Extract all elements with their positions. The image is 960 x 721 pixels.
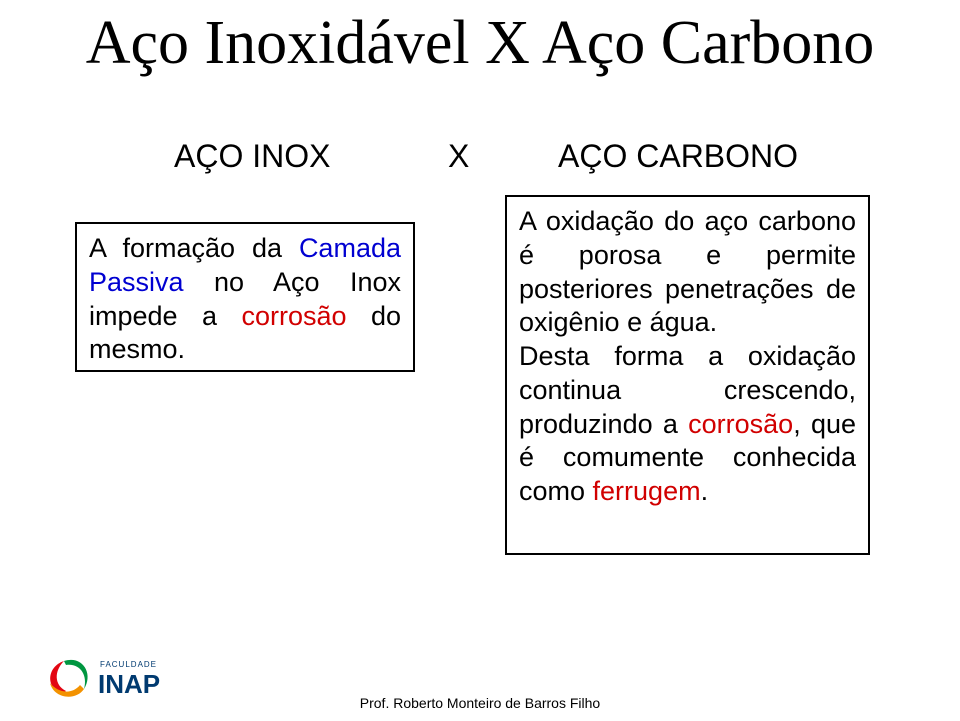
left-text-box: A formação da Camada Passiva no Aço Inox… [75, 222, 415, 372]
left-text-seg-3: corrosão [241, 301, 346, 331]
right-text-p2: Desta forma a oxidação continua crescend… [519, 340, 856, 509]
footer-text: Prof. Roberto Monteiro de Barros Filho [0, 695, 960, 711]
column-header-right: AÇO CARBONO [558, 138, 798, 175]
logo-swirl-icon [50, 660, 88, 697]
right-p2-end: . [701, 476, 709, 506]
right-text-p1: A oxidação do aço carbono é porosa e per… [519, 205, 856, 340]
column-header-left: AÇO INOX [174, 138, 330, 175]
left-text-seg-0: A formação da [89, 233, 299, 263]
right-text-box: A oxidação do aço carbono é porosa e per… [505, 195, 870, 555]
column-header-mid: X [448, 138, 469, 175]
page-title: Aço Inoxidável X Aço Carbono [0, 8, 960, 79]
right-p2-red: corrosão [688, 409, 793, 439]
logo-subtext: FACULDADE [100, 660, 157, 669]
right-p2-red2: ferrugem [593, 476, 701, 506]
